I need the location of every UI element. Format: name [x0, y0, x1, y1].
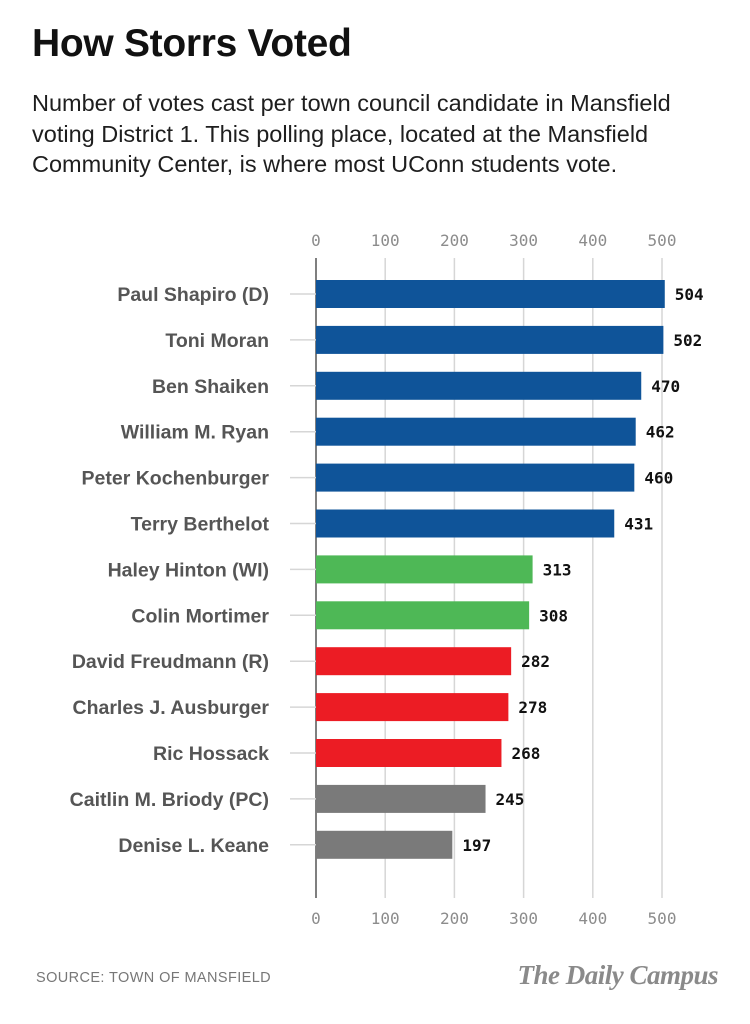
- bars: [316, 280, 665, 859]
- category-label: Charles J. Ausburger: [72, 697, 269, 719]
- category-label: Haley Hinton (WI): [108, 559, 269, 581]
- x-tick-label-top: 400: [578, 231, 607, 250]
- category-label: David Freudmann (R): [72, 651, 269, 673]
- labels: Paul Shapiro (D) 504 Toni Moran 502 Ben Shai…: [70, 284, 704, 857]
- value-label: 282: [521, 652, 550, 671]
- value-label: 245: [496, 790, 525, 809]
- x-tick-label-bottom: 100: [371, 909, 400, 928]
- x-tick-label-top: 0: [311, 231, 321, 250]
- value-label: 197: [462, 836, 491, 855]
- value-label: 268: [511, 744, 540, 763]
- x-tick-label-bottom: 300: [509, 909, 538, 928]
- x-tick-label-bottom: 200: [440, 909, 469, 928]
- bar: [316, 371, 642, 400]
- category-label: William M. Ryan: [121, 422, 269, 444]
- x-tick-label-bottom: 500: [648, 909, 677, 928]
- x-tick-label-top: 300: [509, 231, 538, 250]
- value-label: 313: [543, 560, 572, 579]
- bar: [316, 601, 530, 630]
- bar: [316, 739, 502, 767]
- value-label: 504: [675, 285, 704, 304]
- axis-ticks: 0 0 100 100 200 200 300 300 400 400 500 500: [311, 231, 676, 928]
- value-label: 462: [646, 423, 675, 442]
- bar: [316, 417, 636, 446]
- bar: [316, 830, 453, 859]
- bar: [316, 647, 512, 676]
- value-label: 470: [651, 377, 680, 396]
- chart-title: How Storrs Voted: [32, 22, 352, 65]
- bar: [316, 463, 635, 492]
- value-label: 431: [624, 515, 653, 534]
- bar: [316, 325, 664, 354]
- bar: [316, 509, 615, 538]
- source-note: SOURCE: TOWN OF MANSFIELD: [36, 970, 272, 986]
- value-label: 502: [673, 331, 702, 350]
- x-tick-label-bottom: 0: [311, 909, 321, 928]
- bar: [316, 555, 533, 584]
- chart-subtitle: Number of votes cast per town council ca…: [32, 90, 671, 177]
- category-label: Toni Moran: [165, 330, 269, 352]
- bar: [316, 784, 486, 813]
- bar: [316, 280, 665, 308]
- x-tick-label-bottom: 400: [578, 909, 607, 928]
- bar: [316, 693, 509, 722]
- value-label: 308: [539, 606, 568, 625]
- category-label: Colin Mortimer: [131, 605, 269, 627]
- value-label: 460: [644, 469, 673, 488]
- category-label: Denise L. Keane: [118, 835, 269, 857]
- daily-campus-logo: The Daily Campus: [517, 960, 718, 990]
- x-tick-label-top: 500: [648, 231, 677, 250]
- value-label: 278: [518, 698, 547, 717]
- x-tick-label-top: 100: [371, 231, 400, 250]
- category-label: Terry Berthelot: [131, 514, 270, 536]
- category-label: Peter Kochenburger: [82, 468, 270, 490]
- category-label: Ric Hossack: [153, 743, 269, 765]
- category-label: Ben Shaiken: [152, 376, 269, 398]
- category-label: Paul Shapiro (D): [117, 284, 269, 306]
- x-tick-label-top: 200: [440, 231, 469, 250]
- bar-chart: 0 0 100 100 200 200 300 300 400 400 500 500 Paul Sh…: [70, 231, 704, 928]
- category-label: Caitlin M. Briody (PC): [70, 789, 269, 811]
